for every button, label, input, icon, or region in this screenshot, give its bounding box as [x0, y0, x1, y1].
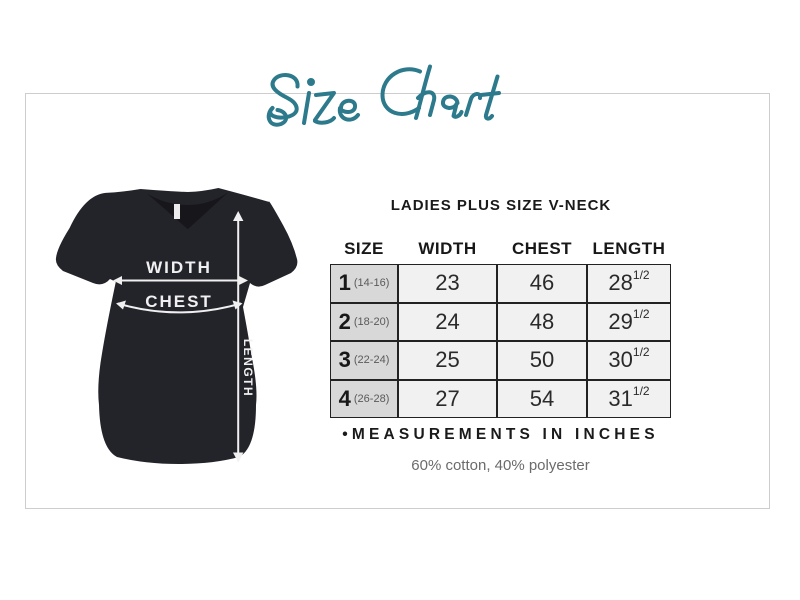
svg-text:CHEST: CHEST	[145, 292, 213, 311]
svg-text:LENGTH: LENGTH	[241, 339, 255, 397]
svg-text:WIDTH: WIDTH	[146, 258, 212, 277]
